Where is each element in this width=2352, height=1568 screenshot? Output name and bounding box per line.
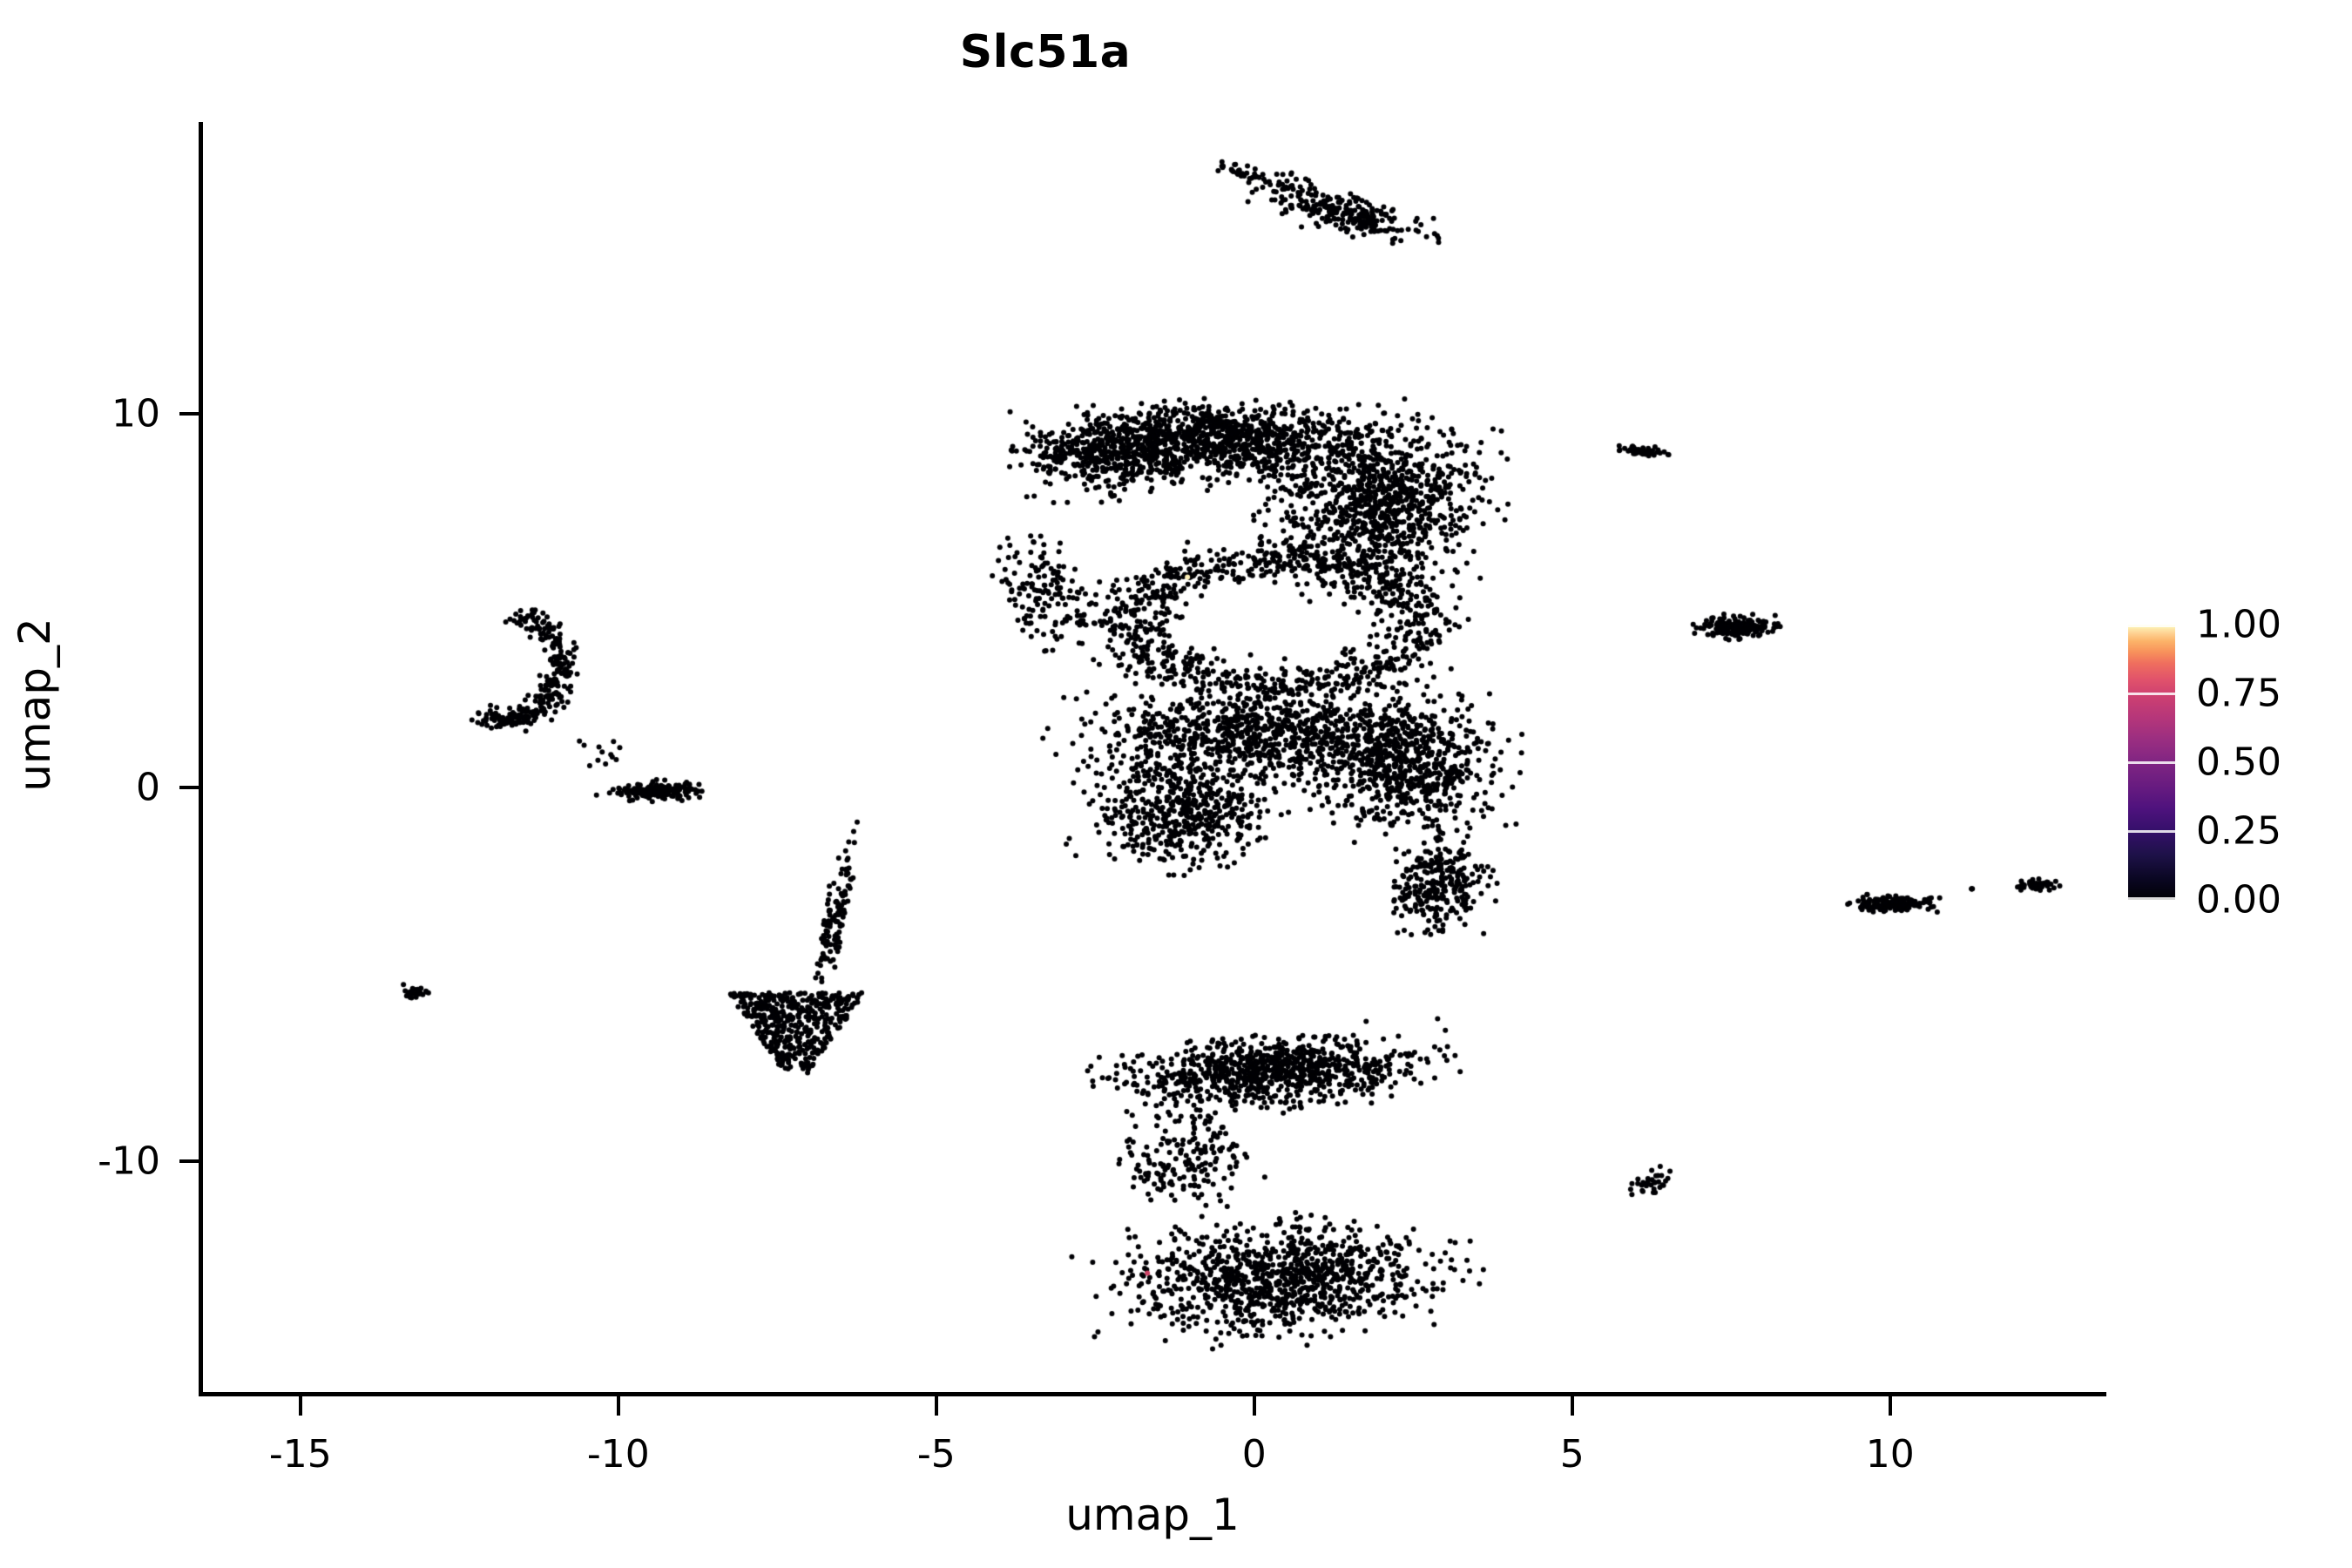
scatter-plot-canvas [199, 122, 2106, 1396]
x-tick-mark [1570, 1396, 1574, 1416]
colorbar-tick-mark [2128, 761, 2175, 764]
colorbar-tick-mark [2128, 625, 2175, 627]
x-tick-mark [298, 1396, 302, 1416]
y-tick-mark [179, 1159, 199, 1163]
x-tick-label: -5 [916, 1432, 956, 1477]
x-tick-mark [934, 1396, 938, 1416]
x-tick-label: 10 [1865, 1432, 1915, 1477]
page-title: Slc51a [959, 26, 1132, 78]
y-tick-mark [179, 785, 199, 789]
y-tick-mark [179, 411, 199, 416]
plot-axes: -15 -10 -5 0 5 10 10 0 -10 [98, 122, 2106, 1477]
colorbar-tick-label: 0.50 [2196, 740, 2281, 785]
x-tick-label: 5 [1559, 1432, 1585, 1477]
x-tick-mark [1888, 1396, 1892, 1416]
x-tick-label: -10 [586, 1432, 650, 1477]
colorbar: 1.00 0.75 0.50 0.25 0.00 [2128, 603, 2281, 923]
x-tick-label: -15 [268, 1432, 332, 1477]
colorbar-tick-label: 1.00 [2196, 602, 2281, 647]
colorbar-tick-mark [2128, 830, 2175, 833]
y-tick-label: 10 [112, 391, 160, 436]
colorbar-tick-label: 0.75 [2196, 671, 2281, 716]
colorbar-tick-label: 0.00 [2196, 877, 2281, 923]
x-tick-mark [1252, 1396, 1256, 1416]
x-tick-label: 0 [1241, 1432, 1267, 1477]
y-tick-label: 0 [136, 765, 160, 810]
x-tick-mark [616, 1396, 620, 1416]
colorbar-tick-mark [2128, 897, 2175, 900]
y-tick-label: -10 [98, 1139, 160, 1184]
colorbar-tick-label: 0.25 [2196, 808, 2281, 854]
colorbar-tick-mark [2128, 693, 2175, 695]
y-axis-label: umap_2 [10, 618, 60, 792]
x-axis-label: umap_1 [1065, 1490, 1240, 1540]
